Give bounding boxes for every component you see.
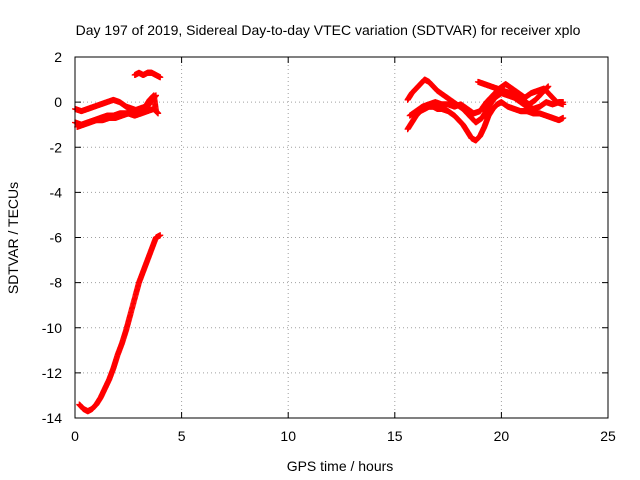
data-point (157, 74, 164, 81)
data-point (560, 114, 567, 121)
y-tick-label: -6 (50, 230, 63, 246)
y-tick-label: -8 (50, 275, 63, 291)
x-tick-label: 0 (71, 428, 79, 444)
y-tick-label: -14 (42, 410, 62, 426)
data-points (72, 69, 567, 415)
x-axis-label: GPS time / hours (287, 458, 394, 474)
y-tick-label: 0 (54, 94, 62, 110)
y-tick-label: -4 (50, 184, 63, 200)
y-tick-label: 2 (54, 49, 62, 65)
data-point (155, 110, 162, 117)
x-tick-label: 25 (600, 428, 616, 444)
chart-title: Day 197 of 2019, Sidereal Day-to-day VTE… (76, 22, 581, 38)
data-point (545, 83, 552, 90)
y-axis-label: SDTVAR / TECUs (5, 182, 21, 294)
y-tick-label: -12 (42, 365, 62, 381)
x-tick-label: 5 (178, 428, 186, 444)
x-tick-label: 10 (280, 428, 296, 444)
x-tick-label: 15 (387, 428, 403, 444)
y-tick-label: -2 (50, 139, 63, 155)
y-tick-label: -10 (42, 320, 62, 336)
grid (75, 57, 608, 418)
data-point (157, 232, 164, 239)
x-tick-label: 20 (494, 428, 510, 444)
data-point (560, 101, 567, 108)
